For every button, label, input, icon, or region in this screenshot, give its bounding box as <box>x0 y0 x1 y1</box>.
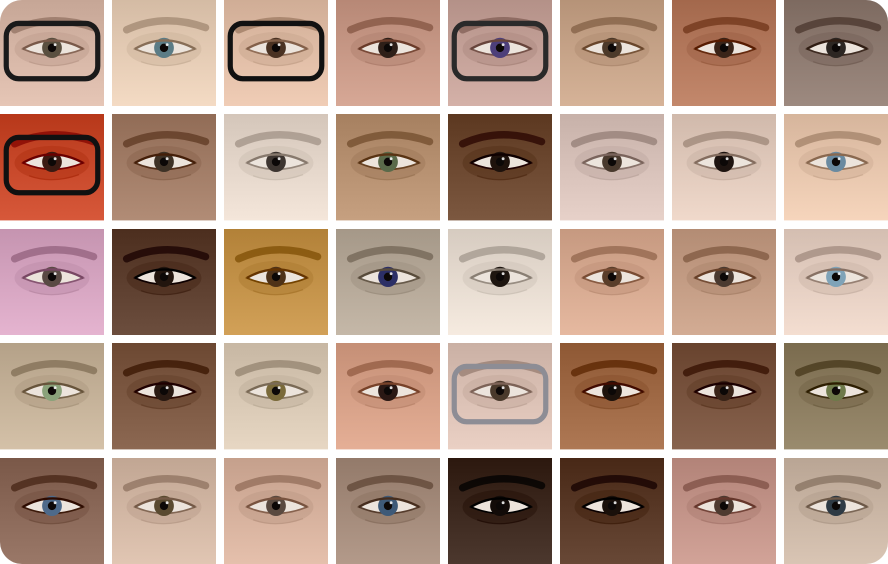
eye-photo <box>448 343 552 450</box>
eye-photo-tile <box>448 228 552 336</box>
eye-photo-tile <box>336 114 440 221</box>
eye-photo-tile <box>784 0 888 107</box>
eye-photo-tile <box>784 228 888 336</box>
eye-photo-tile <box>0 457 104 564</box>
eye-photo <box>336 0 440 107</box>
eye-photo-tile <box>672 228 776 336</box>
eye-photo <box>112 457 216 564</box>
eye-photo-tile <box>672 343 776 450</box>
eye-photo <box>672 114 776 221</box>
eye-photo <box>672 457 776 564</box>
eye-photo <box>336 228 440 336</box>
eye-photo-tile <box>0 0 104 107</box>
eye-photo <box>448 457 552 564</box>
eye-photo-tile <box>112 457 216 564</box>
eye-photo <box>0 0 104 107</box>
eye-photo-tile <box>112 228 216 336</box>
eye-photo-tile <box>560 114 664 221</box>
eye-photo-tile <box>448 114 552 221</box>
eye-photo-tile <box>448 0 552 107</box>
eye-photo <box>0 114 104 221</box>
eye-photo <box>112 228 216 336</box>
eye-photo <box>560 228 664 336</box>
eye-photo <box>448 114 552 221</box>
eye-photo <box>336 114 440 221</box>
eye-photo-tile <box>224 114 328 221</box>
eye-photo <box>0 228 104 336</box>
eye-photo <box>112 114 216 221</box>
eye-photo-tile <box>336 228 440 336</box>
eye-photo <box>336 343 440 450</box>
eye-photo-tile <box>224 343 328 450</box>
eye-photo-tile <box>112 343 216 450</box>
eye-photo-tile <box>224 0 328 107</box>
eye-photo <box>0 343 104 450</box>
eye-photo-tile <box>560 343 664 450</box>
eye-photo <box>224 457 328 564</box>
eye-photo-tile <box>784 343 888 450</box>
eye-photo-tile <box>448 457 552 564</box>
eye-photo-tile <box>560 228 664 336</box>
eye-photo-tile <box>224 228 328 336</box>
eye-photo <box>560 0 664 107</box>
eye-photo-tile <box>672 0 776 107</box>
eye-photo <box>784 0 888 107</box>
eye-photo <box>336 457 440 564</box>
eye-photo-tile <box>0 114 104 221</box>
eye-photo <box>448 228 552 336</box>
eye-photo-tile <box>336 457 440 564</box>
eye-photo <box>224 343 328 450</box>
eye-photo <box>224 228 328 336</box>
eye-photo-tile <box>448 343 552 450</box>
eye-photo <box>672 0 776 107</box>
eye-photo <box>224 0 328 107</box>
eye-photo-tile <box>224 457 328 564</box>
eye-photo-tile <box>672 114 776 221</box>
eye-photo-tile <box>336 343 440 450</box>
eye-photo <box>784 457 888 564</box>
eye-photo <box>672 228 776 336</box>
eye-photo-tile <box>672 457 776 564</box>
eye-photo-tile <box>560 0 664 107</box>
eye-photo <box>112 0 216 107</box>
eye-photo-tile <box>0 343 104 450</box>
eye-photo <box>448 0 552 107</box>
eye-photo-tile <box>336 0 440 107</box>
eye-photo-tile <box>112 114 216 221</box>
eye-photo-tile <box>560 457 664 564</box>
eye-photo-tile <box>0 228 104 336</box>
eye-photo <box>560 114 664 221</box>
eye-photo <box>784 114 888 221</box>
eye-photo-tile <box>112 0 216 107</box>
eye-photo <box>112 343 216 450</box>
eye-photo-tile <box>784 114 888 221</box>
eye-photo <box>560 343 664 450</box>
eye-photo <box>560 457 664 564</box>
eye-photo <box>784 343 888 450</box>
eye-photo <box>0 457 104 564</box>
eye-photo <box>784 228 888 336</box>
eye-photo-tile <box>784 457 888 564</box>
eye-photo <box>672 343 776 450</box>
eye-photo <box>224 114 328 221</box>
